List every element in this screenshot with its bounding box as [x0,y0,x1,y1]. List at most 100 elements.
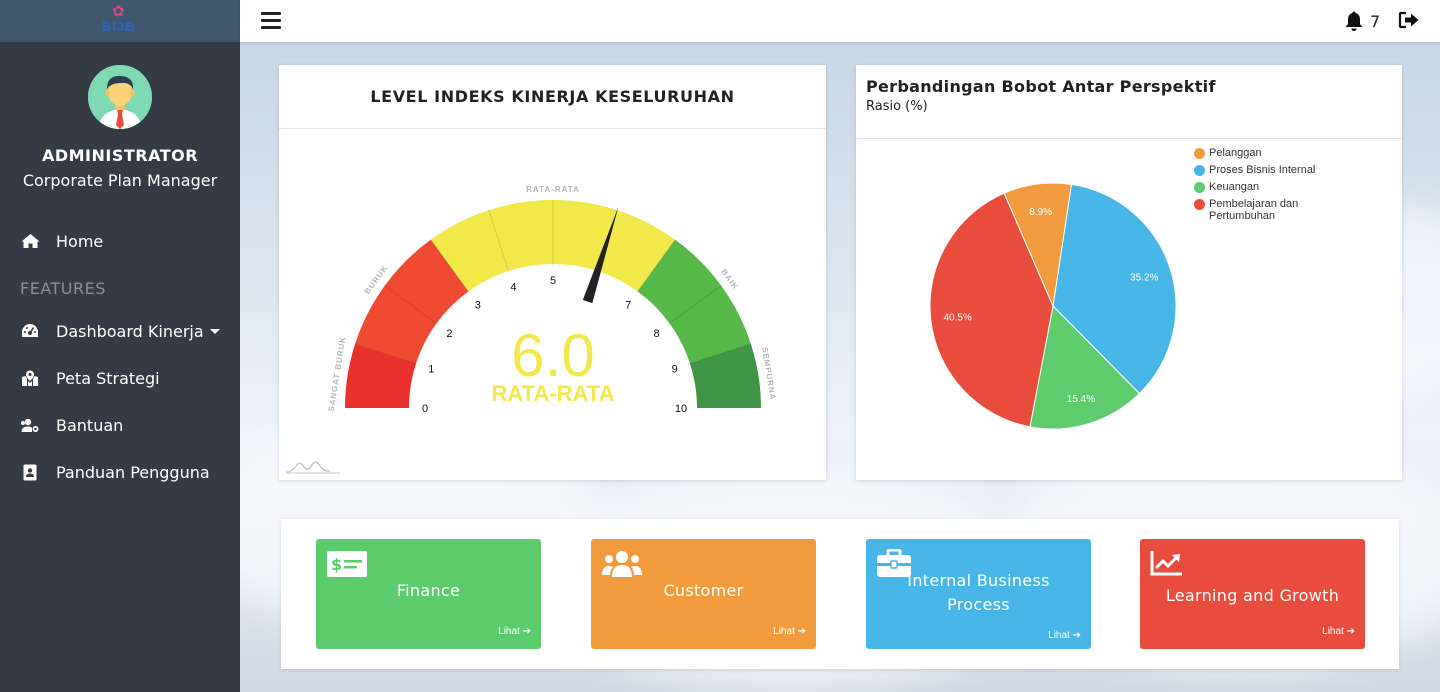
bell-icon[interactable] [1344,10,1364,36]
legend-item[interactable]: Pelanggan [1194,147,1334,159]
finance-view-link[interactable]: Lihat ➔ [498,626,531,637]
logout-icon[interactable] [1398,10,1420,34]
dashboard-icon [20,321,40,341]
gauge-tick-label: 9 [672,363,678,375]
chart-line-icon [1150,549,1184,581]
pie-slice-label: 40.5% [943,313,971,324]
internal-business-process-tile[interactable]: Internal Business Process Lihat ➔ [866,539,1091,649]
legend-label: Keuangan [1209,181,1260,193]
sidebar-item-label: Panduan Pengguna [56,462,210,482]
legend-item[interactable]: Keuangan [1194,181,1334,193]
menu-toggle-icon[interactable] [261,12,281,29]
pie-slice [929,192,1054,428]
sidebar-item-dashboard-kinerja[interactable]: Dashboard Kinerja [20,318,220,344]
gauge-card: LEVEL INDEKS KINERJA KESELURUHAN SANGAT … [279,65,826,480]
features-section-label: FEATURES [20,279,106,298]
map-icon [20,368,40,388]
users-cog-icon [20,415,40,435]
gauge-tick-label: 1 [428,363,434,375]
pie-slice-label: 15.4% [1067,394,1095,405]
tile-label: Internal Business Process [907,571,1050,614]
learning-growth-tile[interactable]: Learning and Growth Lihat ➔ [1140,539,1365,649]
gauge-tick-label: 5 [550,275,556,287]
money-bill-icon: $ [326,549,368,583]
gauge-band-label: SEMPURNA [760,347,777,402]
gauge-band-label: RATA-RATA [526,185,580,194]
main-content: LEVEL INDEKS KINERJA KESELURUHAN SANGAT … [240,42,1440,692]
avatar [88,65,152,129]
gauge-band [637,239,751,364]
customer-view-link[interactable]: Lihat ➔ [773,626,806,637]
legend-item[interactable]: Proses Bisnis Internal [1194,164,1334,176]
logo-text: BIJB [102,19,136,34]
user-title: Corporate Plan Manager [22,171,218,190]
sidebar-item-label: Bantuan [56,415,124,435]
tile-label: Customer [663,581,744,600]
home-icon [20,231,40,251]
gauge-divider [384,285,439,325]
notification-count[interactable]: 7 [1370,12,1381,31]
pie-legend: Pelanggan Proses Bisnis Internal Keuanga… [1194,147,1334,227]
sidebar-item-bantuan[interactable]: Bantuan [20,412,123,438]
gauge-divider [355,343,419,365]
gauge-title: LEVEL INDEKS KINERJA KESELURUHAN [279,65,826,129]
user-role: ADMINISTRATOR [41,146,199,165]
pie-chart: 35.2% 15.4% 40.5% 8.9% [929,182,1177,430]
finance-tile[interactable]: $ Finance Lihat ➔ [316,539,541,649]
perspective-tiles: $ Finance Lihat ➔ Customer Li [281,519,1399,669]
gauge-divider [687,343,751,365]
sidebar-item-panduan-pengguna[interactable]: Panduan Pengguna [20,459,210,485]
customer-tile[interactable]: Customer Lihat ➔ [591,539,816,649]
gauge-divider [430,239,470,294]
gauge-band [430,200,676,292]
gauge-band [345,343,417,408]
legend-label: Proses Bisnis Internal [1209,164,1316,176]
pie-slice [1052,183,1177,395]
pie-slice-label: 8.9% [1029,207,1052,218]
users-icon [601,549,643,583]
gauge-band [689,343,761,408]
legend-label: Pelanggan [1209,147,1262,159]
id-card-icon [20,462,40,482]
learning-growth-view-link[interactable]: Lihat ➔ [1322,626,1355,637]
gauge-tick-label: 0 [422,403,428,415]
sidebar-item-label: Dashboard Kinerja [56,321,204,341]
app-logo[interactable]: ✿ BIJB [100,2,140,40]
gauge-divider [636,239,676,294]
gauge-needle [582,206,619,304]
gauge-tick-label: 2 [446,328,452,340]
gauge-tick-label: 3 [475,299,481,311]
gauge-band [355,239,469,364]
gauge-tick-label: 10 [675,403,687,415]
logo-flower-icon: ✿ [112,2,125,20]
tile-label: Learning and Growth [1165,586,1340,605]
gauge-band-label: SANGAT BURUK [327,335,348,412]
pie-slice [1029,304,1141,430]
legend-item[interactable]: Pembelajaran dan Pertumbuhan [1194,198,1334,222]
sidebar-item-home[interactable]: Home [20,228,103,254]
gauge-divider [488,210,510,274]
gauge-status-label: RATA-RATA [492,381,615,406]
chart-watermark-icon [285,461,340,474]
gauge-tick-label: 4 [510,281,516,293]
internal-business-view-link[interactable]: Lihat ➔ [1048,630,1081,641]
pie-subtitle: Rasio (%) [866,99,928,114]
pie-card: Perbandingan Bobot Antar Perspektif Rasi… [856,65,1402,480]
tile-label: Finance [396,581,461,600]
sidebar-item-peta-strategi[interactable]: Peta Strategi [20,365,160,391]
sidebar-item-label: Peta Strategi [56,368,160,388]
pie-slice [1003,182,1073,308]
sidebar-item-label: Home [56,231,104,251]
legend-label: Pembelajaran dan Pertumbuhan [1209,198,1299,222]
pie-title: Perbandingan Bobot Antar Perspektif [866,77,1216,96]
gauge-tick-label: 8 [653,328,659,340]
sidebar: ✿ BIJB ADMINISTRATOR Corporate Plan Mana… [0,0,240,692]
gauge-chart: SANGAT BURUKBURUKRATA-RATABAIKSEMPURNA01… [327,185,778,415]
logo-bar: ✿ BIJB [0,0,240,42]
caret-down-icon [209,328,220,334]
pie-slice-label: 35.2% [1130,272,1158,283]
briefcase-icon [876,548,912,583]
top-bar: 7 [240,0,1440,42]
gauge-divider [667,285,722,325]
gauge-value: 6.0 [511,322,594,389]
